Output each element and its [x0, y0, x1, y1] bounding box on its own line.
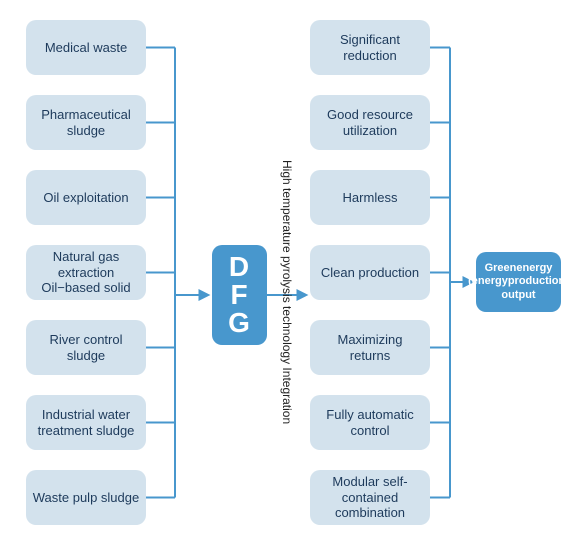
input-box-4: River control sludge — [26, 320, 146, 375]
diagram-canvas: Medical waste Pharmaceutical sludge Oil ex… — [0, 0, 571, 554]
feature-box-2: Harmless — [310, 170, 430, 225]
input-box-1: Pharmaceutical sludge — [26, 95, 146, 150]
output-box: Greenenergy (energyproduction) output — [476, 252, 561, 312]
input-box-3: Natural gas extraction Oil−based solid — [26, 245, 146, 300]
feature-box-0: Significant reduction — [310, 20, 430, 75]
input-box-5: Industrial water treatment sludge — [26, 395, 146, 450]
center-letter: G — [228, 309, 251, 337]
center-letter: F — [230, 281, 248, 309]
feature-box-4: Maximizing returns — [310, 320, 430, 375]
input-box-6: Waste pulp sludge — [26, 470, 146, 525]
center-letter: D — [229, 253, 250, 281]
center-box: DFG — [212, 245, 267, 345]
input-box-0: Medical waste — [26, 20, 146, 75]
vertical-label: High temperature pyrolysis technology In… — [280, 160, 294, 424]
feature-box-6: Modular self-contained combination — [310, 470, 430, 525]
feature-box-3: Clean production — [310, 245, 430, 300]
feature-box-1: Good resource utilization — [310, 95, 430, 150]
feature-box-5: Fully automatic control — [310, 395, 430, 450]
input-box-2: Oil exploitation — [26, 170, 146, 225]
